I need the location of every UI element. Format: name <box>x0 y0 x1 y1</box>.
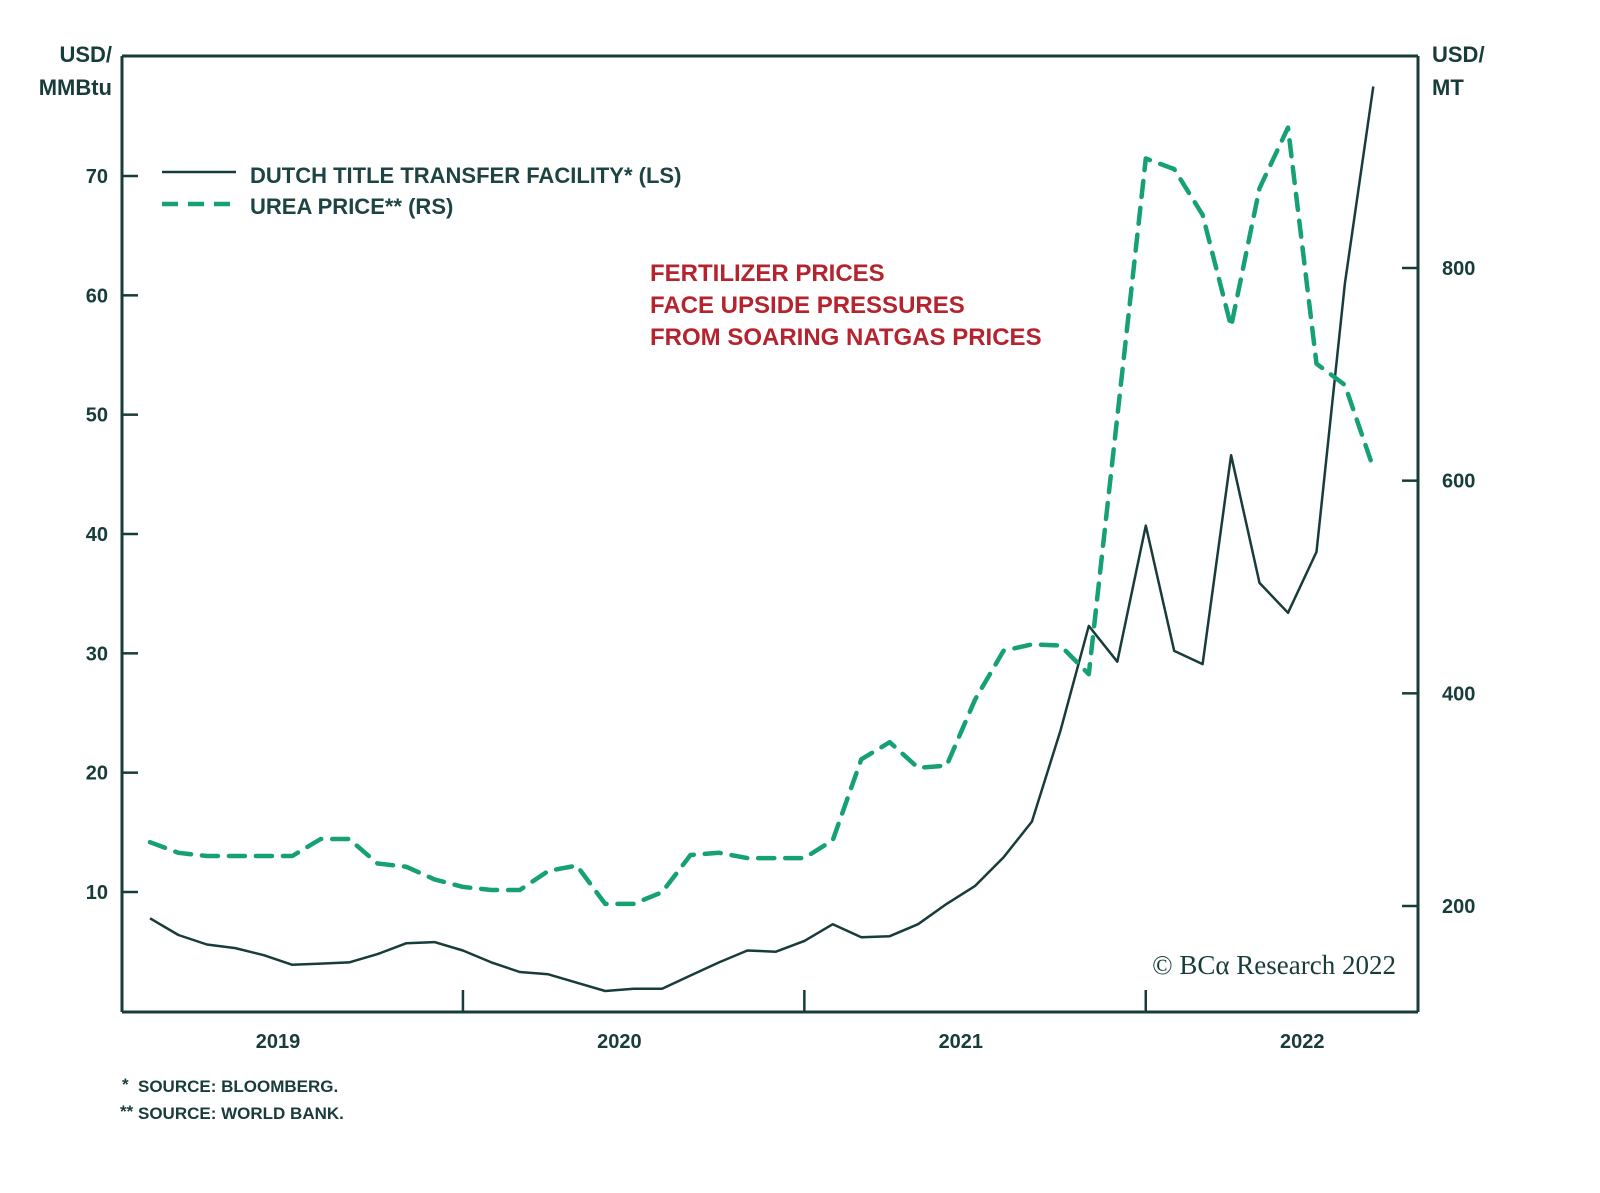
data-point <box>916 766 920 770</box>
copyright-symbol: © <box>1152 950 1173 980</box>
x-tick-label: 2021 <box>939 1031 984 1053</box>
chart-annotation: FERTILIZER PRICES FACE UPSIDE PRESSURES … <box>650 260 1042 351</box>
series-line-urea <box>147 125 1376 907</box>
series-line-ttf <box>149 86 1375 993</box>
x-tick-label: 2020 <box>597 1031 642 1053</box>
left-tick-label: 50 <box>86 405 108 427</box>
plot-frame <box>120 54 1420 1014</box>
footnote-mark-1: * <box>122 1075 129 1094</box>
footnote-2: SOURCE: WORLD BANK. <box>138 1104 344 1123</box>
annotation-line-3: FROM SOARING NATGAS PRICES <box>650 324 1042 351</box>
data-point <box>1229 325 1233 329</box>
footnote-1: SOURCE: BLOOMBERG. <box>138 1077 338 1096</box>
annotation-line-1: FERTILIZER PRICES <box>650 260 885 287</box>
data-point <box>1371 466 1375 470</box>
right-tick-label: 200 <box>1442 896 1475 918</box>
legend-label-urea: UREA PRICE** (RS) <box>250 194 453 219</box>
urea-points <box>148 126 1375 906</box>
right-tick-label: 600 <box>1442 471 1475 493</box>
x-tick-label: 2022 <box>1280 1031 1325 1053</box>
data-point <box>575 864 579 868</box>
left-axis-unit-line2: MMBtu <box>39 75 112 100</box>
legend: DUTCH TITLE TRANSFER FACILITY* (LS) UREA… <box>162 163 681 219</box>
right-axis-ticks: 200 400 600 800 <box>1402 258 1475 918</box>
right-axis-unit-line1: USD/ <box>1432 42 1485 67</box>
data-point <box>1115 415 1119 419</box>
footnote-mark-2: ** <box>120 1102 134 1121</box>
right-axis-unit-line2: MT <box>1432 75 1464 100</box>
copyright-text: Research 2022 <box>1236 950 1396 980</box>
right-tick-label: 400 <box>1442 683 1475 705</box>
left-tick-label: 40 <box>86 524 108 546</box>
left-tick-label: 30 <box>86 643 108 665</box>
left-tick-label: 70 <box>86 166 108 188</box>
left-axis-unit-line1: USD/ <box>59 42 112 67</box>
footnotes: * SOURCE: BLOOMBERG. ** SOURCE: WORLD BA… <box>120 1075 344 1123</box>
left-tick-label: 60 <box>86 285 108 307</box>
annotation-line-2: FACE UPSIDE PRESSURES <box>650 292 965 319</box>
x-axis-ticks: 2019 2020 2021 2022 <box>256 990 1325 1053</box>
copyright-brand: BCα <box>1179 950 1229 980</box>
data-point <box>945 764 949 768</box>
left-tick-label: 20 <box>86 763 108 785</box>
left-tick-label: 10 <box>86 882 108 904</box>
legend-label-ttf: DUTCH TITLE TRANSFER FACILITY* (LS) <box>250 163 681 188</box>
right-tick-label: 800 <box>1442 258 1475 280</box>
series-layer <box>147 86 1376 993</box>
copyright-notice: © BCα Research 2022 <box>1152 950 1396 980</box>
x-tick-label: 2019 <box>256 1031 301 1053</box>
left-axis-ticks: 10 20 30 40 50 60 70 <box>86 166 138 904</box>
